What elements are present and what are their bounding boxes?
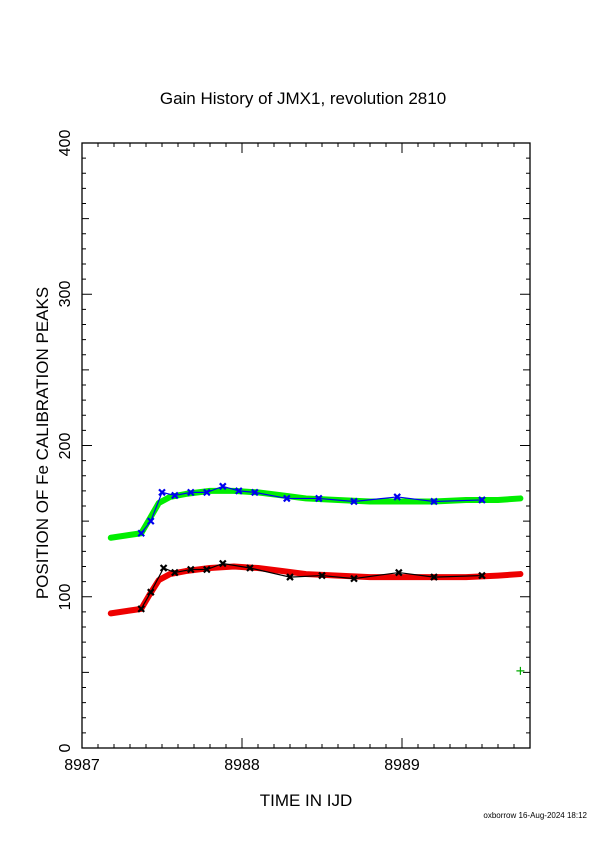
plot-frame	[81, 142, 531, 749]
plot-area	[81, 142, 531, 749]
series-1-point	[203, 488, 211, 497]
series-1-point	[430, 497, 438, 506]
series-1-point	[235, 487, 243, 495]
series-1-point	[219, 482, 227, 491]
series-3-point	[219, 559, 227, 568]
x-tick-label: 8987	[64, 757, 100, 774]
x-tick-label: 8988	[224, 757, 260, 774]
y-axis-label: POSITION OF Fe CALIBRATION PEAKS	[33, 287, 52, 599]
series-1-point	[187, 488, 195, 497]
series-2-fit-line	[107, 563, 524, 617]
y-tick-labels: 0 100 200 300 400	[57, 130, 74, 753]
series-1-point	[315, 494, 323, 503]
series-3-point	[171, 568, 179, 577]
series-3-point	[395, 568, 403, 577]
y-tick-label: 400	[57, 130, 74, 157]
y-tick-label: 100	[57, 584, 74, 611]
series-1-point	[350, 497, 358, 506]
axis-ticks	[81, 142, 531, 749]
series-1-point	[478, 496, 486, 504]
series-1-point	[283, 494, 291, 503]
chart-title: Gain History of JMX1, revolution 2810	[160, 89, 446, 108]
series-3-point	[137, 605, 145, 613]
series-3-point	[246, 564, 254, 572]
series-3-point	[187, 565, 195, 574]
series-1-point	[158, 488, 166, 497]
series-1-point	[137, 529, 145, 538]
series-3-point	[478, 571, 486, 580]
y-tick-label: 0	[57, 743, 74, 752]
y-tick-label: 300	[57, 281, 74, 308]
series-3-point	[147, 588, 155, 596]
x-tick-labels: 8987 8988 8989	[64, 757, 420, 774]
y-tick-label: 200	[57, 433, 74, 460]
x-axis-label: TIME IN IJD	[260, 791, 353, 810]
series-3-point	[159, 564, 168, 572]
series-1-point	[393, 493, 401, 501]
series-1-point	[251, 488, 259, 497]
series-3-point	[318, 571, 326, 580]
series-3-point	[203, 565, 211, 574]
series-3-point	[350, 574, 358, 583]
series-layer	[107, 482, 525, 675]
series-3-point	[430, 573, 438, 581]
series-1-point	[171, 491, 179, 500]
series-4-marker	[516, 666, 525, 675]
x-tick-label: 8989	[384, 757, 420, 774]
series-3-point	[286, 573, 294, 581]
footer-stamp: oxborrow 16-Aug-2024 18:12	[483, 811, 587, 820]
series-1-point	[147, 517, 155, 525]
